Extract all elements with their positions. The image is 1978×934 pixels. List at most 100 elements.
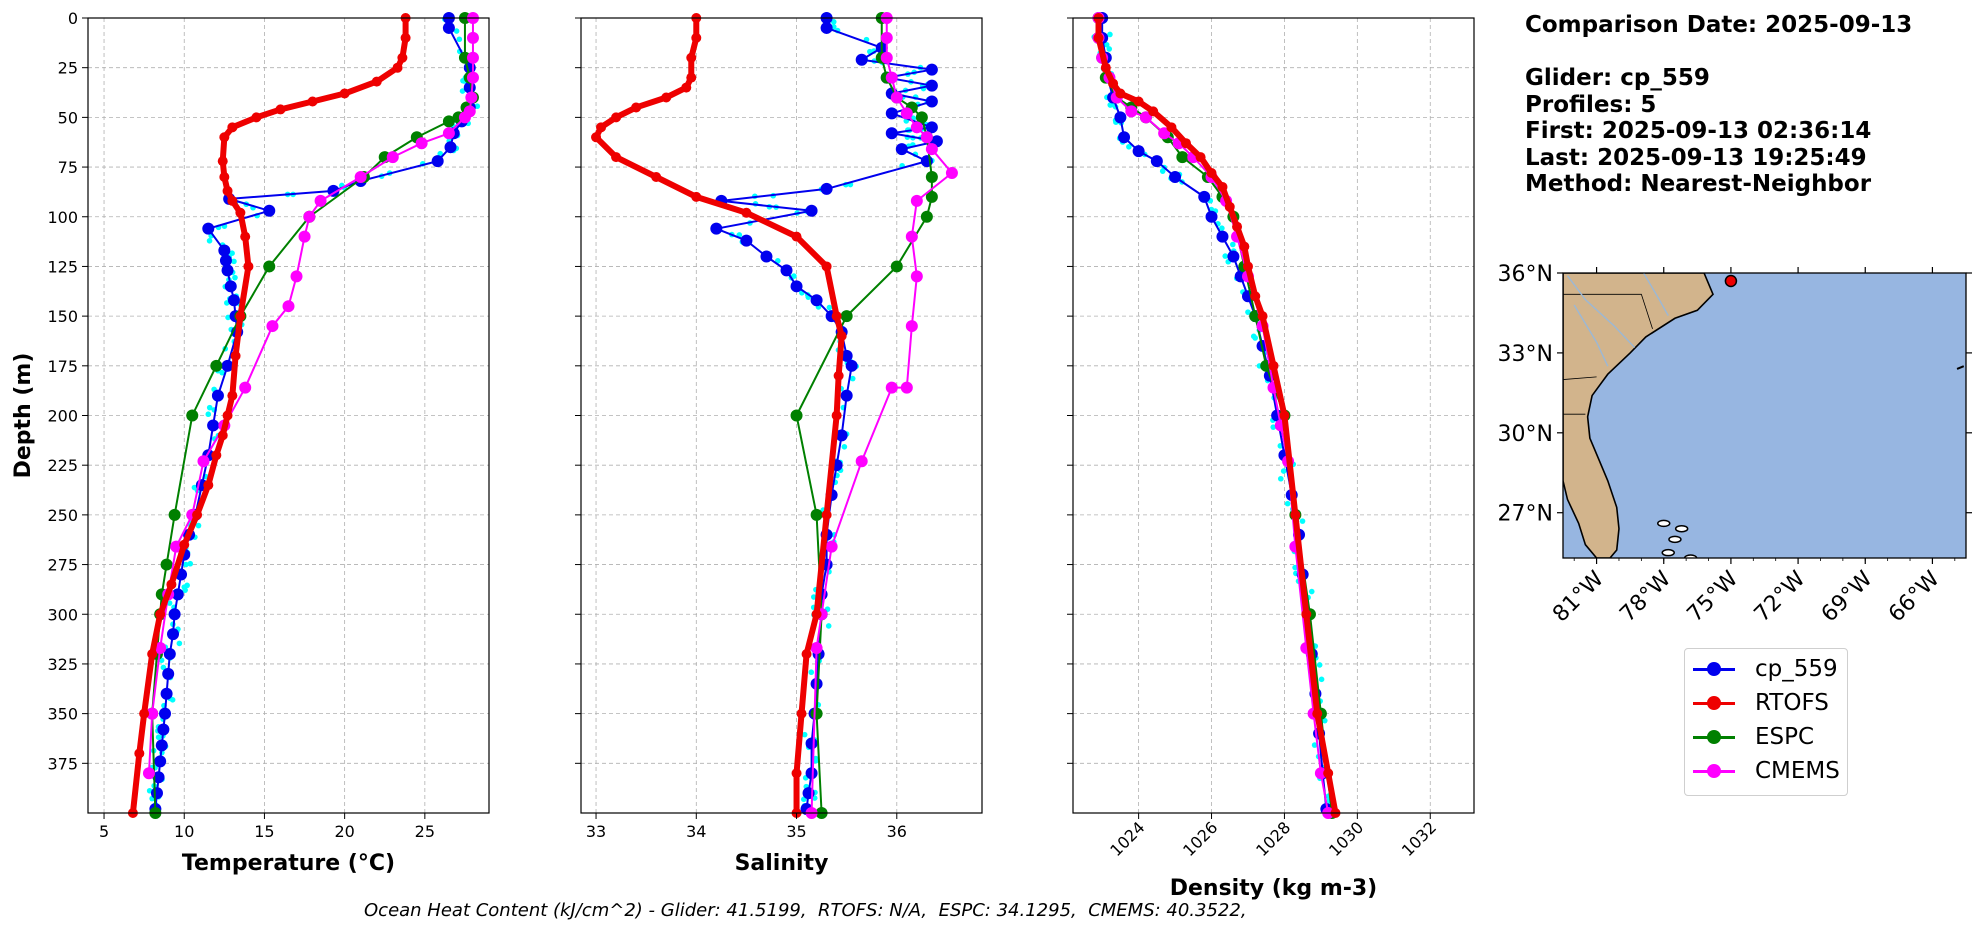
series-point-cmems — [282, 300, 295, 313]
raw-glider-point — [195, 522, 202, 529]
lon-tick-label: 81°W — [1548, 566, 1609, 627]
series-point-cmems — [466, 71, 479, 84]
series-point-cmems — [298, 230, 311, 243]
map-island — [1657, 519, 1671, 528]
series-point-cp_559 — [162, 667, 175, 680]
series-point-cp_559 — [167, 628, 180, 641]
series-point-rtofs — [796, 708, 807, 719]
series-line-cp_559 — [1101, 18, 1328, 810]
first-time: First: 2025-09-13 02:36:14 — [1525, 118, 1872, 144]
series-point-rtofs — [227, 195, 238, 206]
x-tick-label: 1026 — [1179, 818, 1221, 860]
series-point-cp_559 — [805, 767, 818, 780]
raw-glider-point — [1126, 144, 1132, 150]
raw-glider-point — [456, 36, 463, 43]
series-point-cmems — [810, 642, 823, 655]
series-point-rtofs — [831, 311, 842, 322]
raw-glider-point — [1245, 309, 1251, 315]
series-point-rtofs — [1323, 768, 1334, 779]
series-point-cp_559 — [820, 21, 833, 34]
raw-glider-point — [166, 600, 173, 606]
raw-glider-point — [1311, 742, 1318, 748]
series-point-cp_559 — [1227, 250, 1240, 263]
x-axis-label: Salinity — [735, 851, 829, 876]
y-tick-label: 350 — [47, 705, 78, 724]
x-tick-label: 15 — [254, 822, 274, 841]
series-point-espc — [442, 115, 455, 128]
series-point-cp_559 — [805, 204, 818, 217]
legend-label: ESPC — [1755, 724, 1815, 750]
raw-glider-point — [231, 258, 237, 265]
map-river — [1573, 304, 1609, 367]
raw-glider-point — [791, 273, 797, 279]
x-tick-label: 10 — [174, 822, 194, 841]
series-point-cmems — [266, 320, 279, 333]
series-point-cmems — [885, 71, 898, 84]
series-point-cp_559 — [221, 359, 234, 372]
series-point-cmems — [458, 111, 471, 124]
series-point-cmems — [905, 230, 918, 243]
series-point-rtofs — [219, 132, 230, 143]
legend-item-rtofs: RTOFS — [1685, 687, 1847, 719]
series-point-cmems — [415, 137, 428, 150]
series-point-cp_559 — [840, 349, 853, 362]
series-point-rtofs — [1290, 509, 1301, 520]
y-axis-label: Depth (m) — [11, 353, 36, 479]
series-point-cp_559 — [1132, 145, 1145, 158]
series-point-cp_559 — [155, 739, 168, 752]
series-point-rtofs — [1100, 62, 1111, 73]
panel-1: 5 10 15 20 25 Temperature (°C) 0 25 50 75 100 125 15… — [11, 9, 490, 876]
series-point-rtofs — [397, 52, 408, 63]
raw-glider-point — [206, 404, 213, 411]
series-point-espc — [920, 210, 933, 223]
series-point-cp_559 — [840, 389, 853, 402]
map-frame — [1562, 272, 1967, 559]
legend-label: RTOFS — [1755, 690, 1829, 716]
series-point-espc — [210, 359, 223, 372]
series-point-rtofs — [611, 152, 622, 163]
series-point-cp_559 — [442, 21, 455, 34]
series-point-espc — [925, 171, 938, 183]
legend-marker — [1707, 730, 1721, 744]
series-point-rtofs — [1166, 122, 1177, 133]
raw-glider-point — [849, 375, 856, 382]
raw-glider-point — [169, 697, 176, 703]
series-point-cp_559 — [150, 787, 163, 800]
series-point-cp_559 — [835, 429, 848, 442]
series-point-cmems — [466, 51, 479, 64]
x-tick-label: 1032 — [1398, 818, 1440, 860]
series-point-rtofs — [217, 430, 228, 441]
series-point-cmems — [885, 381, 898, 394]
series-point-cp_559 — [855, 53, 868, 66]
series-point-rtofs — [821, 509, 832, 520]
series-point-rtofs — [179, 539, 190, 550]
raw-glider-point — [160, 664, 167, 671]
series-point-rtofs — [651, 172, 662, 182]
series-point-cmems — [890, 91, 903, 104]
x-tick-label: 1028 — [1252, 818, 1294, 860]
series-point-espc — [925, 190, 938, 203]
map-river — [1566, 275, 1636, 349]
series-point-rtofs — [1133, 96, 1144, 107]
raw-glider-point — [1106, 46, 1113, 52]
series-point-rtofs — [1279, 410, 1290, 421]
series-point-rtofs — [661, 92, 672, 103]
series-point-cmems — [855, 455, 868, 468]
series-point-rtofs — [230, 350, 241, 361]
series-point-cmems — [239, 381, 252, 394]
series-point-cmems — [910, 270, 923, 283]
series-point-cmems — [142, 767, 155, 780]
series-point-rtofs — [243, 261, 254, 272]
lon-tick-label: 66°W — [1884, 566, 1945, 627]
series-point-cp_559 — [1118, 131, 1131, 144]
series-point-cp_559 — [158, 707, 171, 720]
series-point-rtofs — [1232, 221, 1243, 232]
series-point-cmems — [1158, 127, 1171, 140]
series-point-rtofs — [192, 509, 203, 520]
series-point-cp_559 — [820, 182, 833, 195]
series-point-cmems — [154, 642, 167, 655]
raw-glider-point — [801, 731, 808, 738]
y-tick-label: 225 — [47, 456, 78, 475]
series-point-rtofs — [227, 122, 238, 133]
raw-glider-point — [232, 274, 238, 281]
